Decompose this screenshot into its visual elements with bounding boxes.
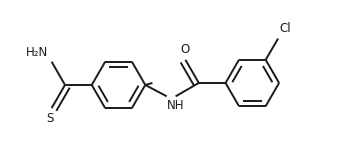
Text: NH: NH (167, 99, 184, 112)
Text: O: O (181, 43, 190, 56)
Text: Cl: Cl (279, 22, 291, 35)
Text: H₂N: H₂N (25, 46, 48, 59)
Text: S: S (46, 112, 53, 125)
